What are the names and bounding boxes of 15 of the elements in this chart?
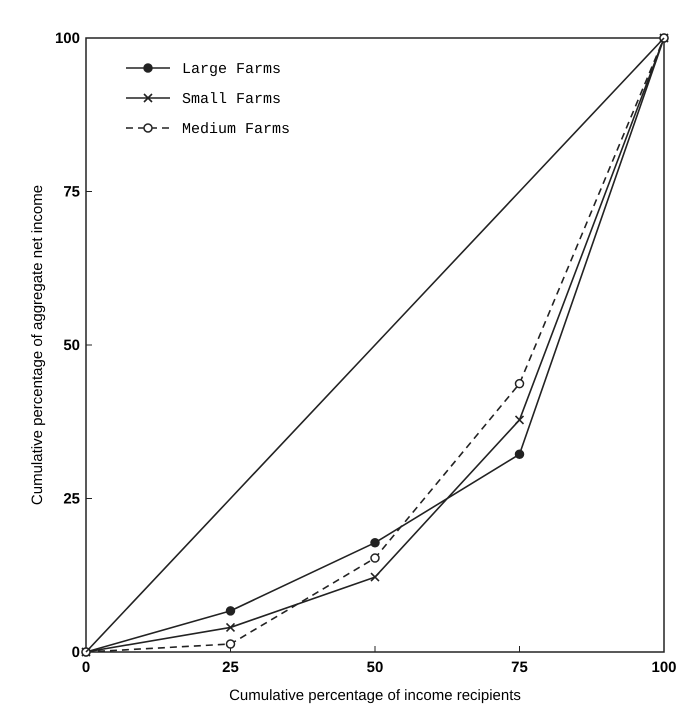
y-tick-label: 100: [54, 30, 80, 47]
x-tick-label: 0: [82, 659, 90, 676]
x-tick-label: 100: [651, 659, 677, 676]
y-tick-label: 25: [63, 490, 80, 508]
y-tick-label: 75: [63, 184, 80, 200]
y-tick-label: 0: [72, 644, 80, 661]
legend-label: Large Farms: [182, 61, 282, 78]
legend-label: Small Farms: [182, 91, 282, 108]
x-tick-label: 75: [511, 659, 528, 676]
y-tick-label: 50: [63, 337, 80, 354]
legend-label: Medium Farms: [182, 121, 290, 138]
x-axis-title: Cumulative percentage of income recipients: [229, 687, 521, 704]
x-tick-label: 50: [366, 659, 384, 676]
x-tick-label: 25: [222, 659, 239, 676]
y-axis-title: Cumulative percentage of aggregate net income: [29, 184, 46, 506]
